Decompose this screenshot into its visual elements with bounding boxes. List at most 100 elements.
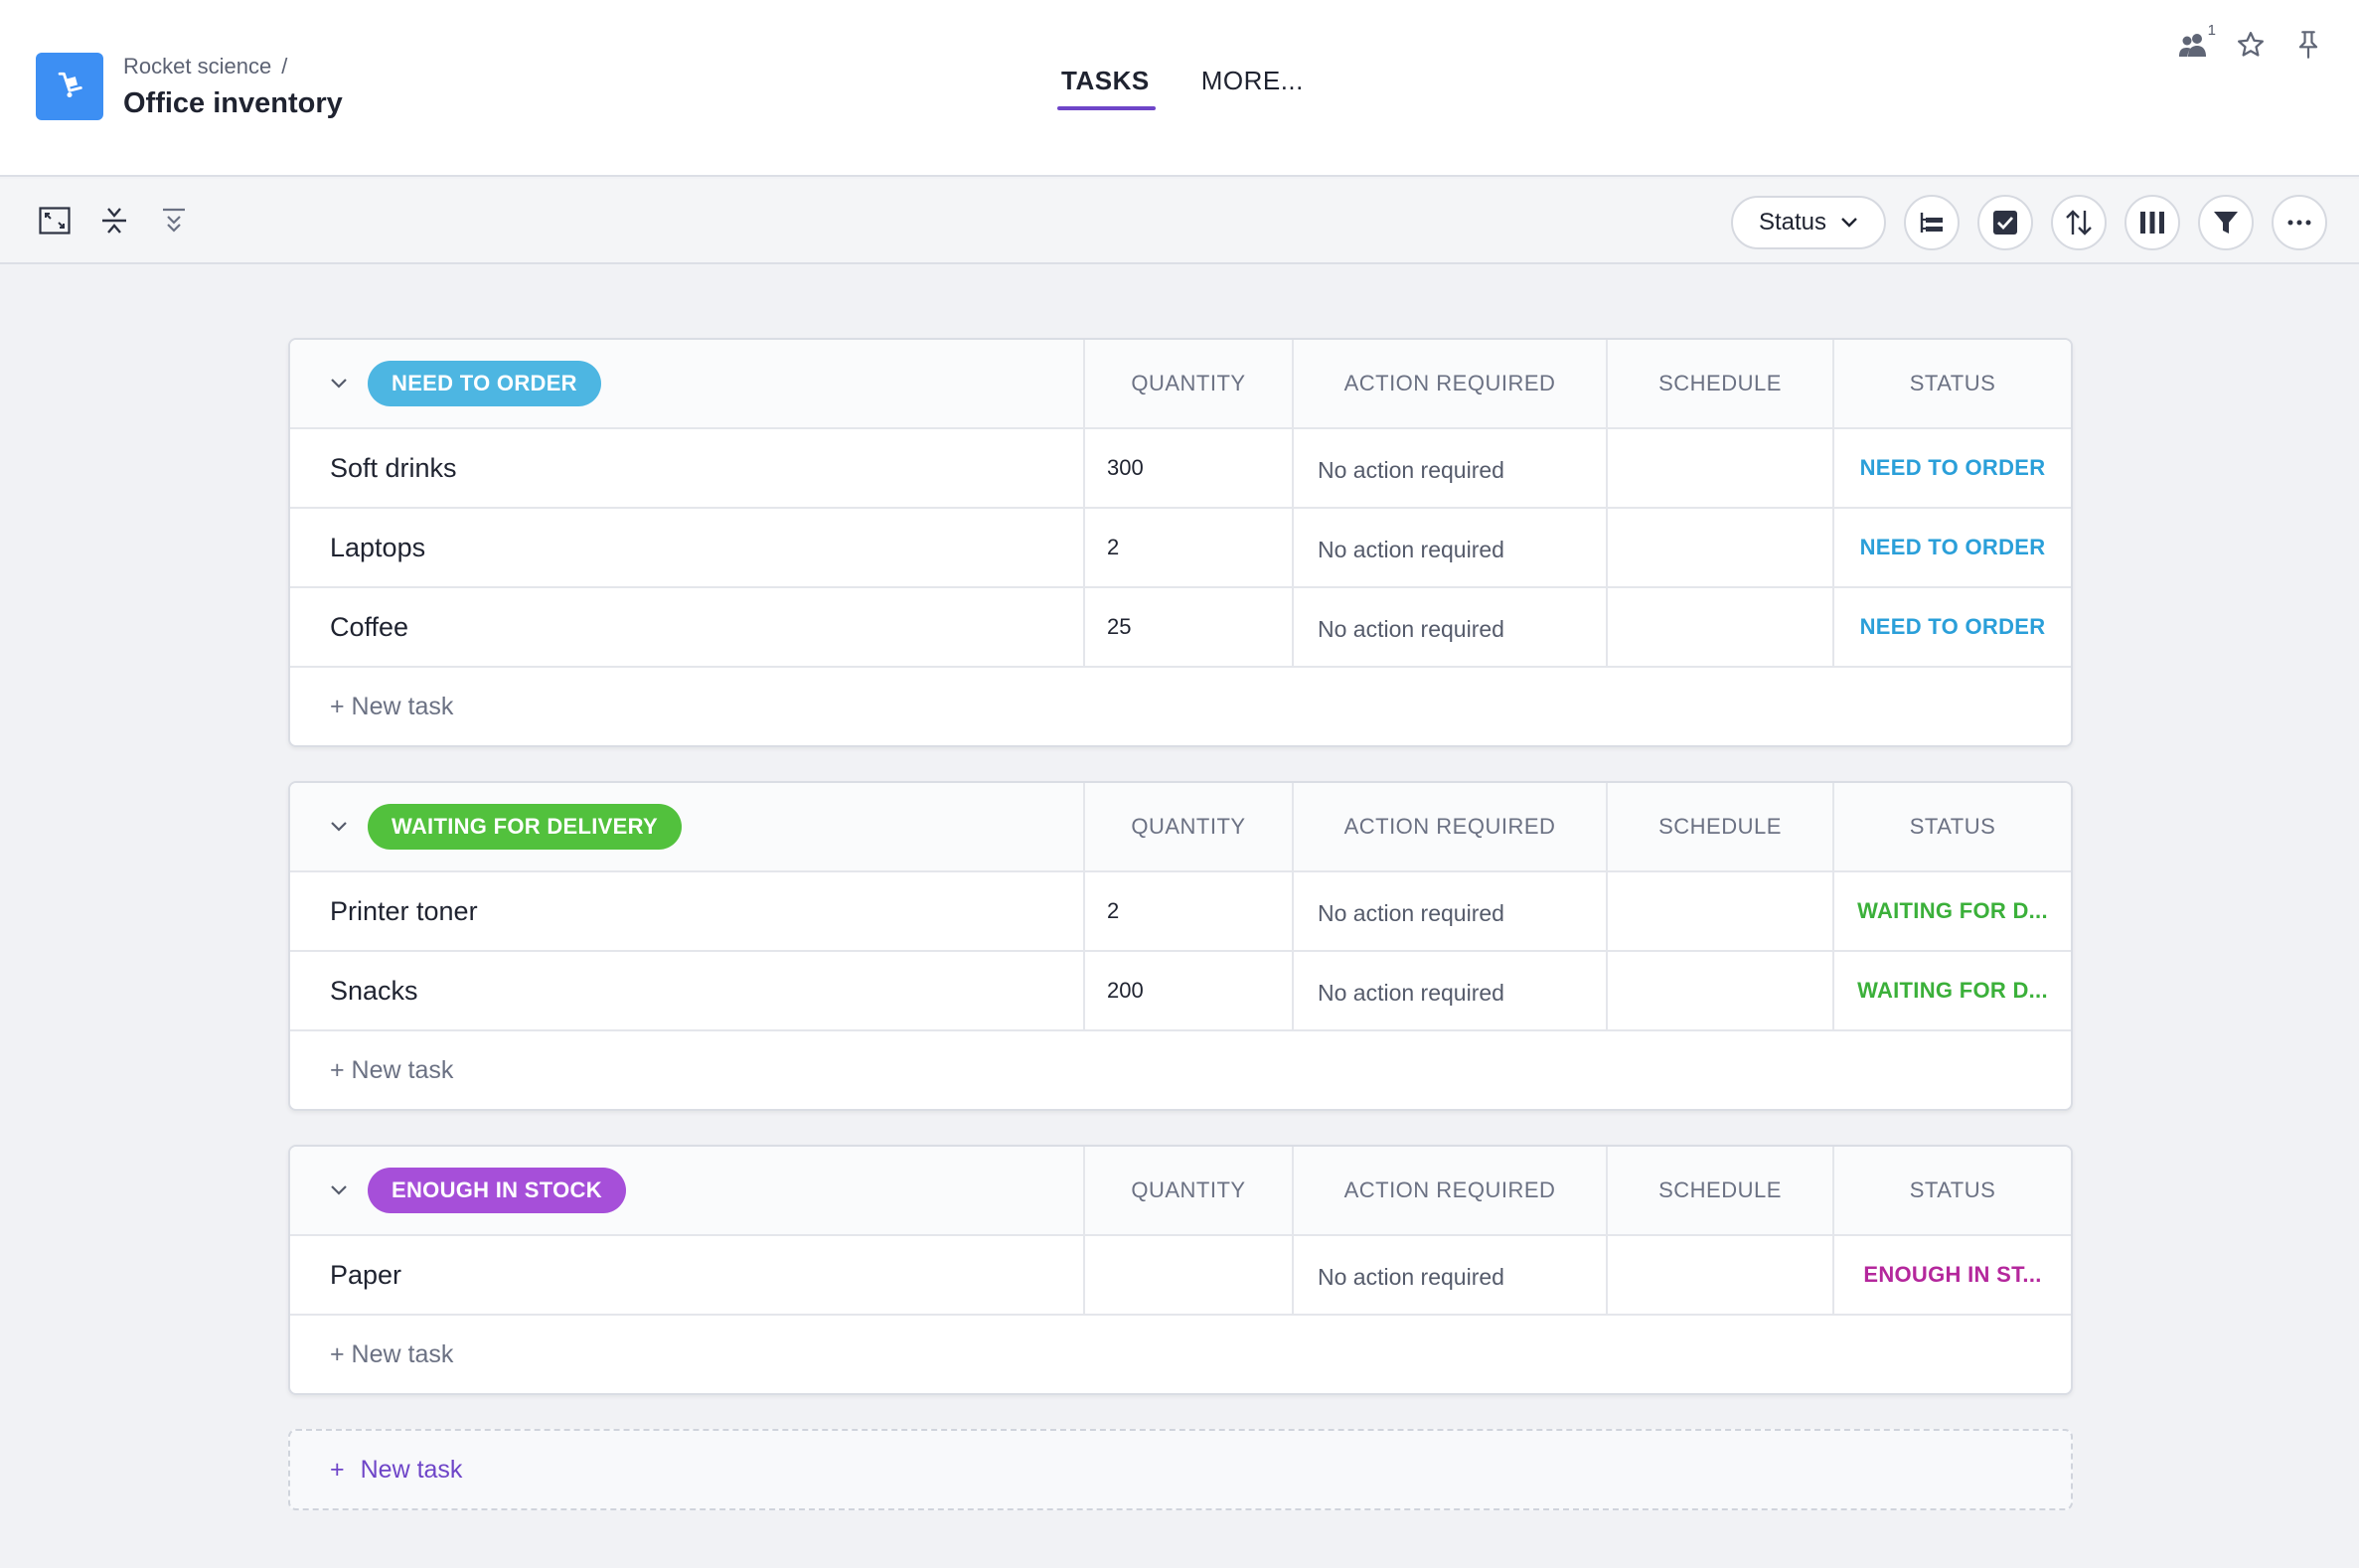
schedule-cell[interactable] [1608,588,1834,666]
task-name-cell[interactable]: Laptops [290,509,1085,586]
status-value: NEED TO ORDER [1859,455,2046,480]
quantity-cell[interactable]: 300 [1085,429,1294,507]
status-cell[interactable]: NEED TO ORDER [1834,509,2071,586]
group-by-select[interactable]: Status [1730,196,1886,249]
task-row[interactable]: Coffee 25 No action required NEED TO ORD… [290,588,2071,668]
task-name-cell[interactable]: Coffee [290,588,1085,666]
breadcrumb-separator: / [281,54,288,78]
subtasks-button[interactable] [1904,195,1960,250]
status-cell[interactable]: WAITING FOR D... [1834,872,2071,950]
task-row[interactable]: Paper No action required ENOUGH IN ST... [290,1236,2071,1316]
fullscreen-icon[interactable] [38,204,72,237]
action-required-cell[interactable]: No action required [1294,1236,1608,1314]
sort-button[interactable] [2051,195,2107,250]
header: Rocket science / Office inventory TASKS … [0,0,2359,177]
quantity-value: 200 [1107,978,1144,1003]
column-header-quantity[interactable]: QUANTITY [1085,340,1294,427]
chevron-down-icon[interactable] [330,378,348,390]
breadcrumb-project[interactable]: Rocket science [123,54,272,78]
quantity-value: 2 [1107,898,1120,923]
task-name: Printer toner [330,895,478,926]
quantity-cell[interactable]: 25 [1085,588,1294,666]
schedule-cell[interactable] [1608,429,1834,507]
plus-icon: + [330,1455,345,1484]
hierarchy-icon [1920,213,1943,233]
members-icon[interactable]: 1 [2176,22,2216,62]
column-header-schedule[interactable]: SCHEDULE [1608,340,1834,427]
column-header-action-required[interactable]: ACTION REQUIRED [1294,340,1608,427]
task-row[interactable]: Snacks 200 No action required WAITING FO… [290,952,2071,1031]
column-header-status[interactable]: STATUS [1909,1177,1996,1202]
action-required-cell[interactable]: No action required [1294,588,1608,666]
column-header-status[interactable]: STATUS [1909,371,1996,395]
action-required-cell[interactable]: No action required [1294,429,1608,507]
status-value: ENOUGH IN ST... [1863,1262,2042,1287]
column-header-status[interactable]: STATUS [1909,814,1996,839]
tab-more[interactable]: MORE... [1200,66,1304,95]
tab-tasks[interactable]: TASKS [1057,66,1156,110]
star-icon[interactable] [2234,28,2268,62]
quantity-cell[interactable]: 2 [1085,509,1294,586]
new-task-button[interactable]: + New task [330,692,454,720]
status-cell[interactable]: NEED TO ORDER [1834,429,2071,507]
columns-icon [2140,212,2164,234]
group-header-title: NEED TO ORDER [290,340,1085,427]
schedule-cell[interactable] [1608,952,1834,1029]
group-badge[interactable]: WAITING FOR DELIVERY [368,804,682,850]
action-required-cell[interactable]: No action required [1294,509,1608,586]
column-header-quantity[interactable]: QUANTITY [1085,1147,1294,1234]
completed-tasks-button[interactable] [1977,195,2033,250]
task-name-cell[interactable]: Paper [290,1236,1085,1314]
filter-button[interactable] [2198,195,2254,250]
status-value: WAITING FOR D... [1857,978,2048,1003]
filter-icon [2214,212,2238,234]
chevron-down-icon[interactable] [330,1184,348,1196]
column-header-schedule[interactable]: SCHEDULE [1608,783,1834,870]
quantity-value: 25 [1107,614,1132,639]
column-header-quantity[interactable]: QUANTITY [1085,783,1294,870]
pin-icon[interactable] [2291,28,2325,62]
add-new-task-button[interactable]: + New task [288,1429,2073,1510]
task-name: Snacks [330,975,418,1006]
task-name-cell[interactable]: Snacks [290,952,1085,1029]
status-value: WAITING FOR D... [1857,898,2048,923]
column-header-action-required[interactable]: ACTION REQUIRED [1294,1147,1608,1234]
status-cell[interactable]: ENOUGH IN ST... [1834,1236,2071,1314]
column-header-schedule[interactable]: SCHEDULE [1608,1147,1834,1234]
chevron-down-icon[interactable] [330,821,348,833]
quantity-cell[interactable]: 200 [1085,952,1294,1029]
task-name-cell[interactable]: Soft drinks [290,429,1085,507]
new-task-button[interactable]: + New task [330,1055,454,1084]
nav-tabs: TASKS MORE... [1057,66,1304,110]
task-list: NEED TO ORDER QUANTITY ACTION REQUIRED S… [288,338,2073,1510]
column-header-action-required[interactable]: ACTION REQUIRED [1294,783,1608,870]
more-options-button[interactable] [2272,195,2327,250]
group-header: WAITING FOR DELIVERY QUANTITY ACTION REQ… [290,783,2071,872]
quantity-cell[interactable] [1085,1236,1294,1314]
quantity-cell[interactable]: 2 [1085,872,1294,950]
task-row[interactable]: Printer toner 2 No action required WAITI… [290,872,2071,952]
task-row[interactable]: Soft drinks 300 No action required NEED … [290,429,2071,509]
group-badge[interactable]: NEED TO ORDER [368,361,601,406]
action-required-value: No action required [1318,979,1504,1006]
task-name-cell[interactable]: Printer toner [290,872,1085,950]
new-task-button[interactable]: + New task [330,1339,454,1368]
action-required-cell[interactable]: No action required [1294,872,1608,950]
schedule-cell[interactable] [1608,872,1834,950]
collapse-rows-icon[interactable] [97,204,131,237]
action-required-cell[interactable]: No action required [1294,952,1608,1029]
task-row[interactable]: Laptops 2 No action required NEED TO ORD… [290,509,2071,588]
columns-button[interactable] [2124,195,2180,250]
sort-icon [2066,210,2092,235]
task-group: NEED TO ORDER QUANTITY ACTION REQUIRED S… [288,338,2073,747]
schedule-cell[interactable] [1608,509,1834,586]
action-required-value: No action required [1318,456,1504,483]
schedule-cell[interactable] [1608,1236,1834,1314]
collapse-groups-icon[interactable] [157,204,191,237]
status-cell[interactable]: WAITING FOR D... [1834,952,2071,1029]
status-cell[interactable]: NEED TO ORDER [1834,588,2071,666]
project-logo-icon[interactable] [36,53,103,120]
add-new-task-label: New task [360,1455,463,1484]
group-badge[interactable]: ENOUGH IN STOCK [368,1168,626,1213]
task-name: Paper [330,1259,402,1290]
